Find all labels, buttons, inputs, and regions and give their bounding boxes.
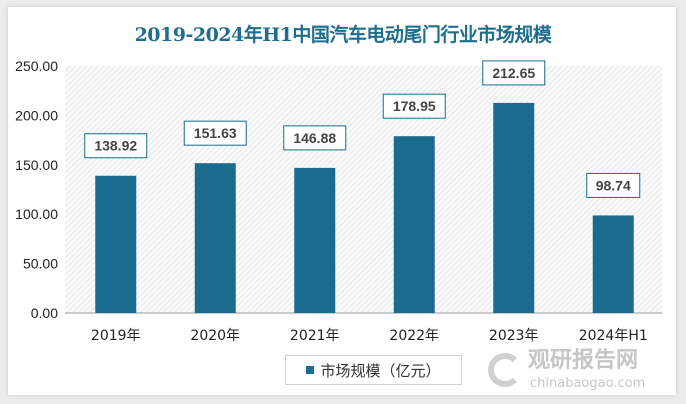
data-label-box (482, 60, 546, 86)
x-tick-label: 2024年H1 (579, 328, 648, 344)
bar (95, 175, 137, 313)
x-tick-label: 2023年 (489, 328, 539, 344)
data-label: 146.88 (293, 130, 336, 146)
data-label: 178.95 (393, 98, 436, 114)
y-tick-label: 0.00 (31, 305, 58, 321)
y-tick-label: 100.00 (15, 206, 58, 222)
legend: 市场规模（亿元） (285, 355, 462, 385)
x-tick-label: 2021年 (290, 328, 340, 344)
plot-area (65, 66, 662, 313)
legend-swatch (306, 366, 315, 374)
data-label: 212.65 (492, 65, 535, 81)
bar (393, 136, 435, 313)
chart-title: 2019-2024年H1中国汽车电动尾门行业市场规模 (134, 24, 552, 46)
data-label-box (183, 120, 247, 146)
watermark-logo-icon (488, 353, 522, 387)
bar (592, 215, 634, 313)
watermark: 观研报告网 chinabaogao.com (488, 349, 673, 393)
bar (194, 163, 236, 313)
bar (493, 102, 535, 314)
watermark-en: chinabaogao.com (530, 376, 646, 391)
x-tick-label: 2019年 (91, 328, 141, 344)
data-label: 151.63 (194, 125, 237, 141)
data-label-box (283, 125, 347, 151)
y-tick-label: 200.00 (15, 107, 58, 123)
data-label-box (382, 93, 446, 119)
data-label-box (586, 172, 641, 198)
watermark-cn: 观研报告网 (528, 348, 639, 373)
y-tick-label: 150.00 (15, 157, 58, 173)
x-tick-label: 2022年 (389, 328, 439, 344)
bar (294, 167, 336, 313)
y-tick-label: 50.00 (23, 256, 58, 272)
data-label: 98.74 (596, 177, 631, 193)
y-tick-label: 250.00 (15, 58, 58, 74)
legend-label: 市场规模（亿元） (320, 362, 441, 380)
x-tick-label: 2020年 (190, 328, 240, 344)
data-label: 138.92 (94, 138, 137, 154)
data-label-box (84, 133, 148, 159)
